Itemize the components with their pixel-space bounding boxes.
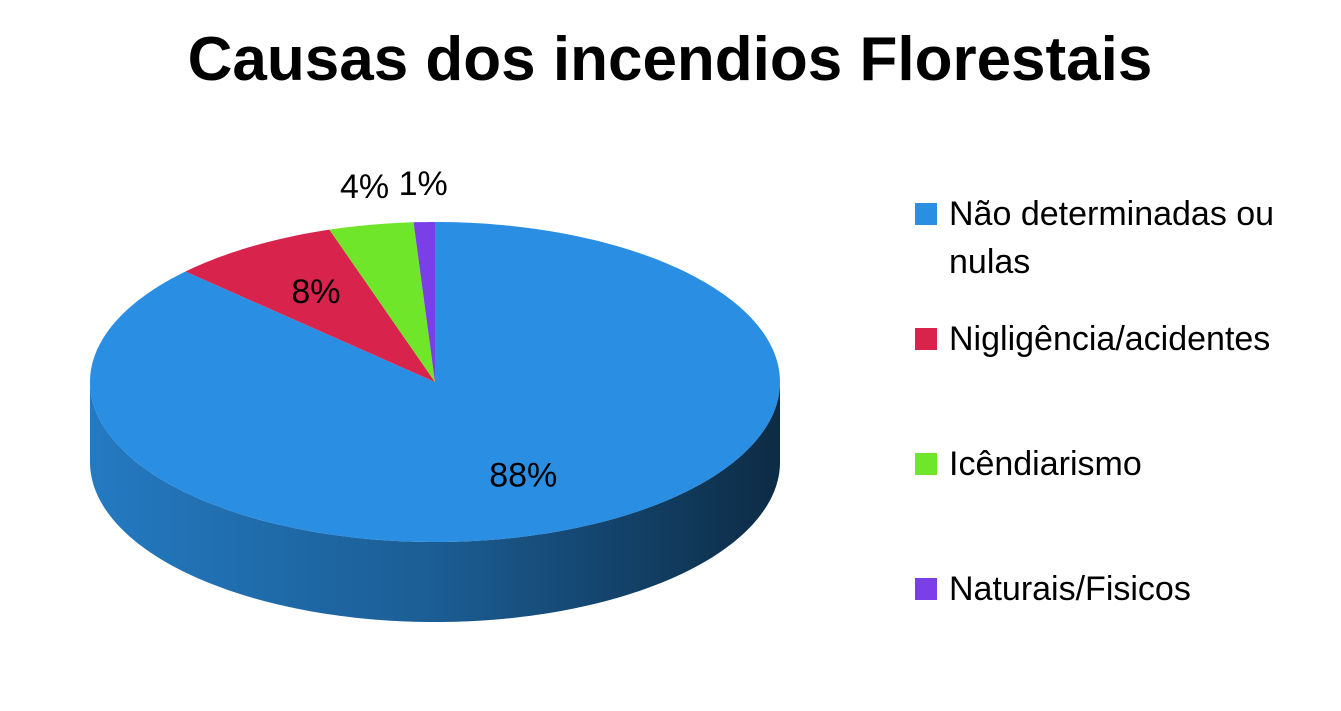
legend: Não determinadas ou nulas Nigligência/aci… [915, 190, 1335, 690]
slice [329, 222, 435, 382]
legend-item: Não determinadas ou nulas [915, 190, 1335, 315]
value-label: 1% [399, 165, 448, 203]
legend-label: Nigligência/acidentes [949, 320, 1271, 358]
legend-swatch [915, 203, 937, 225]
legend-item: Naturais/Fisicos [915, 565, 1335, 690]
legend-label: Não determinadas ou nulas [949, 195, 1275, 281]
chart-title: Causas dos incendios Florestais [188, 25, 1153, 94]
value-label: 88% [489, 457, 557, 495]
slice [185, 229, 435, 382]
legend-item: Icêndiarismo [915, 440, 1335, 565]
value-label: 8% [291, 273, 340, 311]
legend-swatch [915, 328, 937, 350]
legend-item: Nigligência/acidentes [915, 315, 1335, 440]
legend-label: Icêndiarismo [949, 445, 1142, 483]
legend-swatch [915, 578, 937, 600]
value-label: 4% [340, 168, 389, 206]
slice [413, 222, 435, 382]
legend-label: Naturais/Fisicos [949, 570, 1191, 608]
legend-swatch [915, 453, 937, 475]
slice-side-shade [90, 382, 780, 622]
slice [90, 222, 780, 542]
